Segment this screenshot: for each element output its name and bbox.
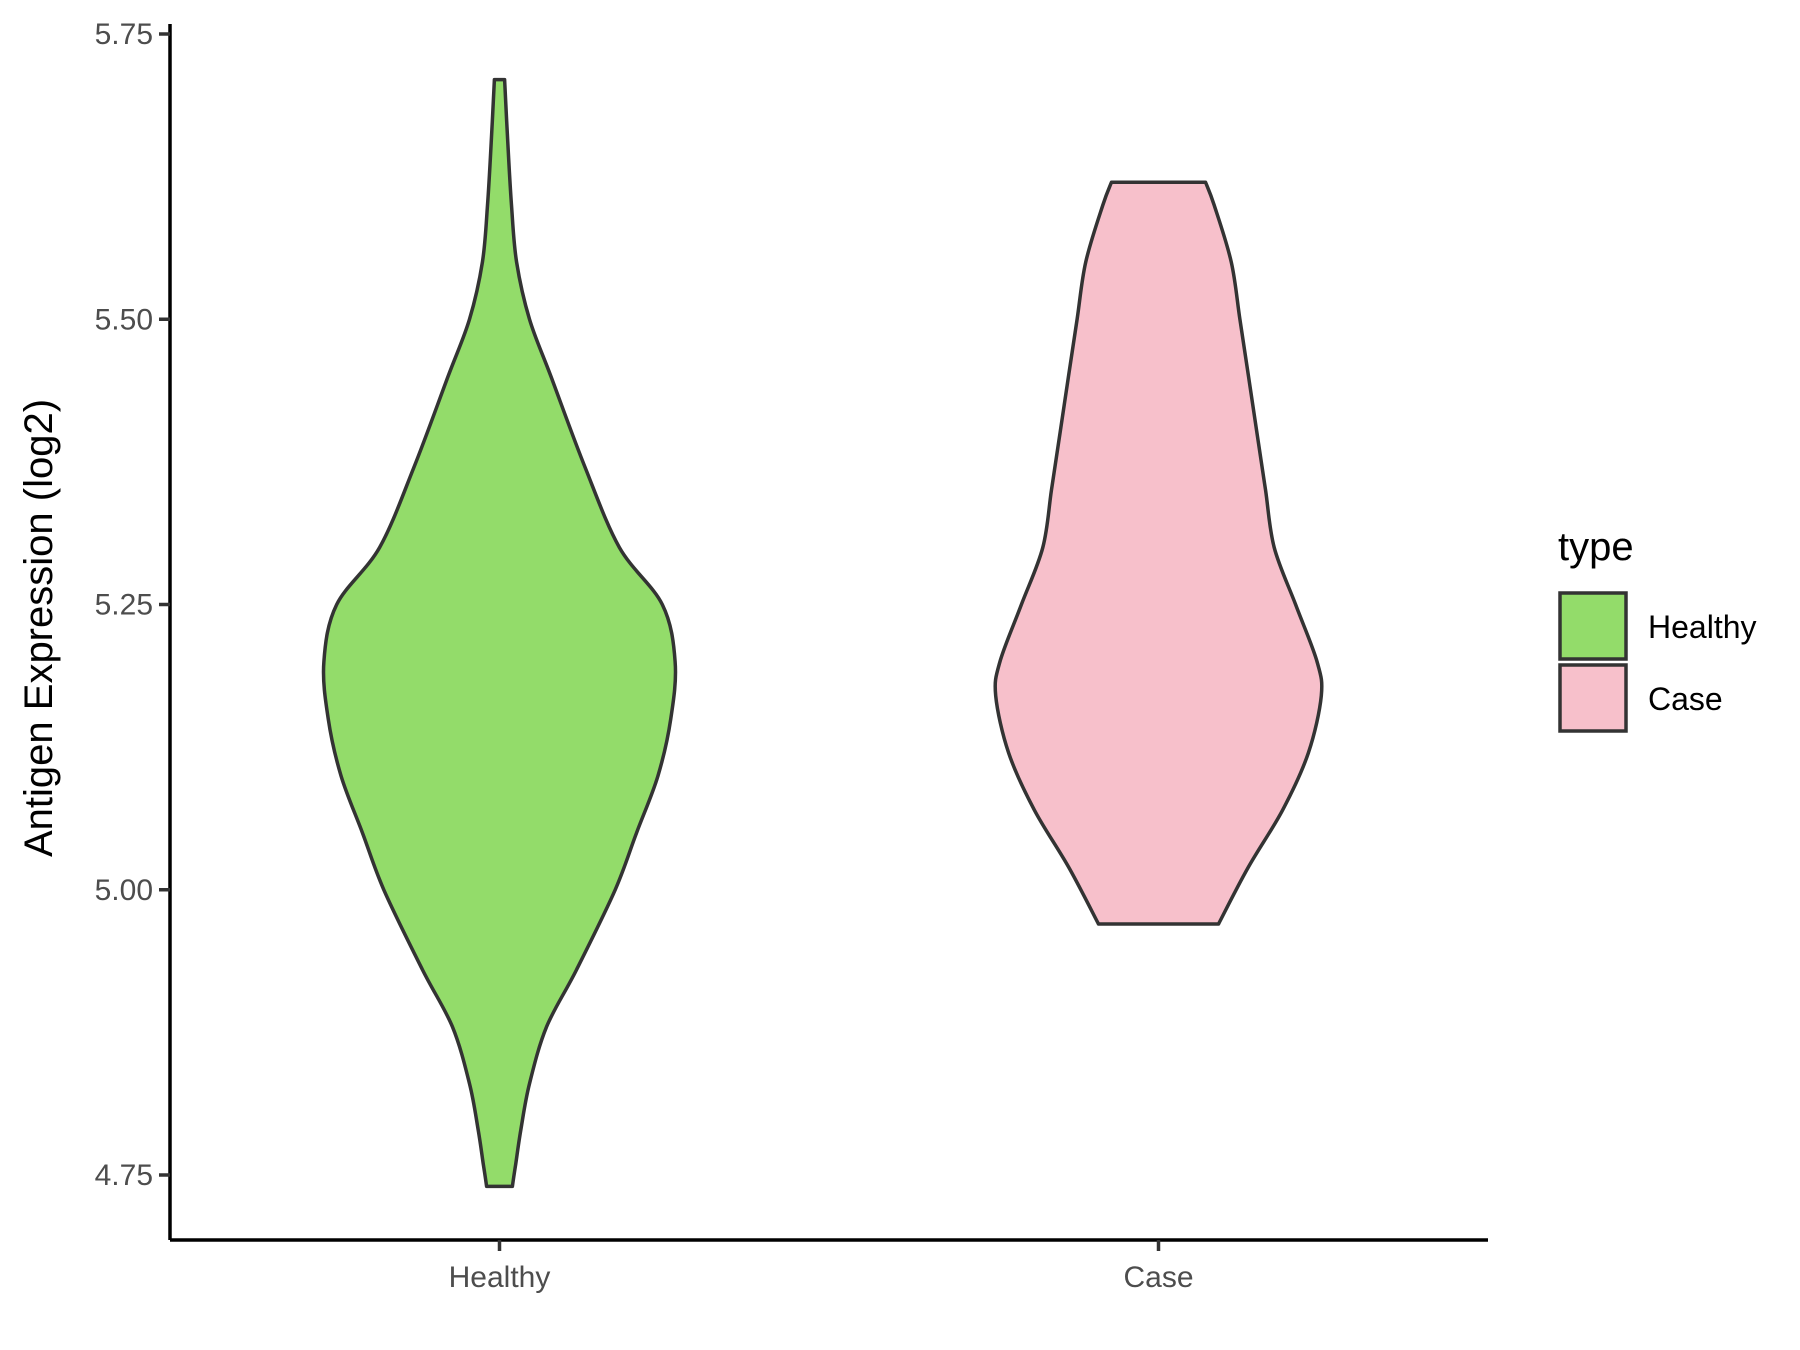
legend-swatch-healthy xyxy=(1558,591,1628,661)
legend-label-case: Case xyxy=(1648,681,1723,717)
x-tick-label: Healthy xyxy=(449,1261,551,1294)
violin-case xyxy=(993,180,1324,926)
plot-area xyxy=(321,77,1324,1189)
y-axis: 4.75 5.00 5.25 5.50 5.75 xyxy=(95,18,172,1240)
y-tick-label: 5.50 xyxy=(95,303,153,336)
legend-entries: Healthy Case xyxy=(1558,591,1757,733)
x-ticks: Healthy Case xyxy=(449,1240,1194,1294)
violins-layer xyxy=(321,77,1324,1189)
legend-label-healthy: Healthy xyxy=(1648,609,1757,645)
legend-swatch-case xyxy=(1558,663,1628,733)
y-tick-label: 4.75 xyxy=(95,1159,153,1192)
legend: type Healthy Case xyxy=(1558,525,1757,733)
y-tick-label: 5.25 xyxy=(95,589,153,622)
y-tick-label: 5.00 xyxy=(95,874,153,907)
y-ticks: 4.75 5.00 5.25 5.50 5.75 xyxy=(95,18,170,1192)
x-axis: Healthy Case xyxy=(170,1238,1488,1294)
violin-healthy xyxy=(321,77,678,1189)
x-tick-label: Case xyxy=(1123,1261,1193,1294)
legend-title: type xyxy=(1558,525,1634,569)
y-tick-label: 5.75 xyxy=(95,18,153,51)
y-axis-title: Antigen Expression (log2) xyxy=(17,399,61,857)
